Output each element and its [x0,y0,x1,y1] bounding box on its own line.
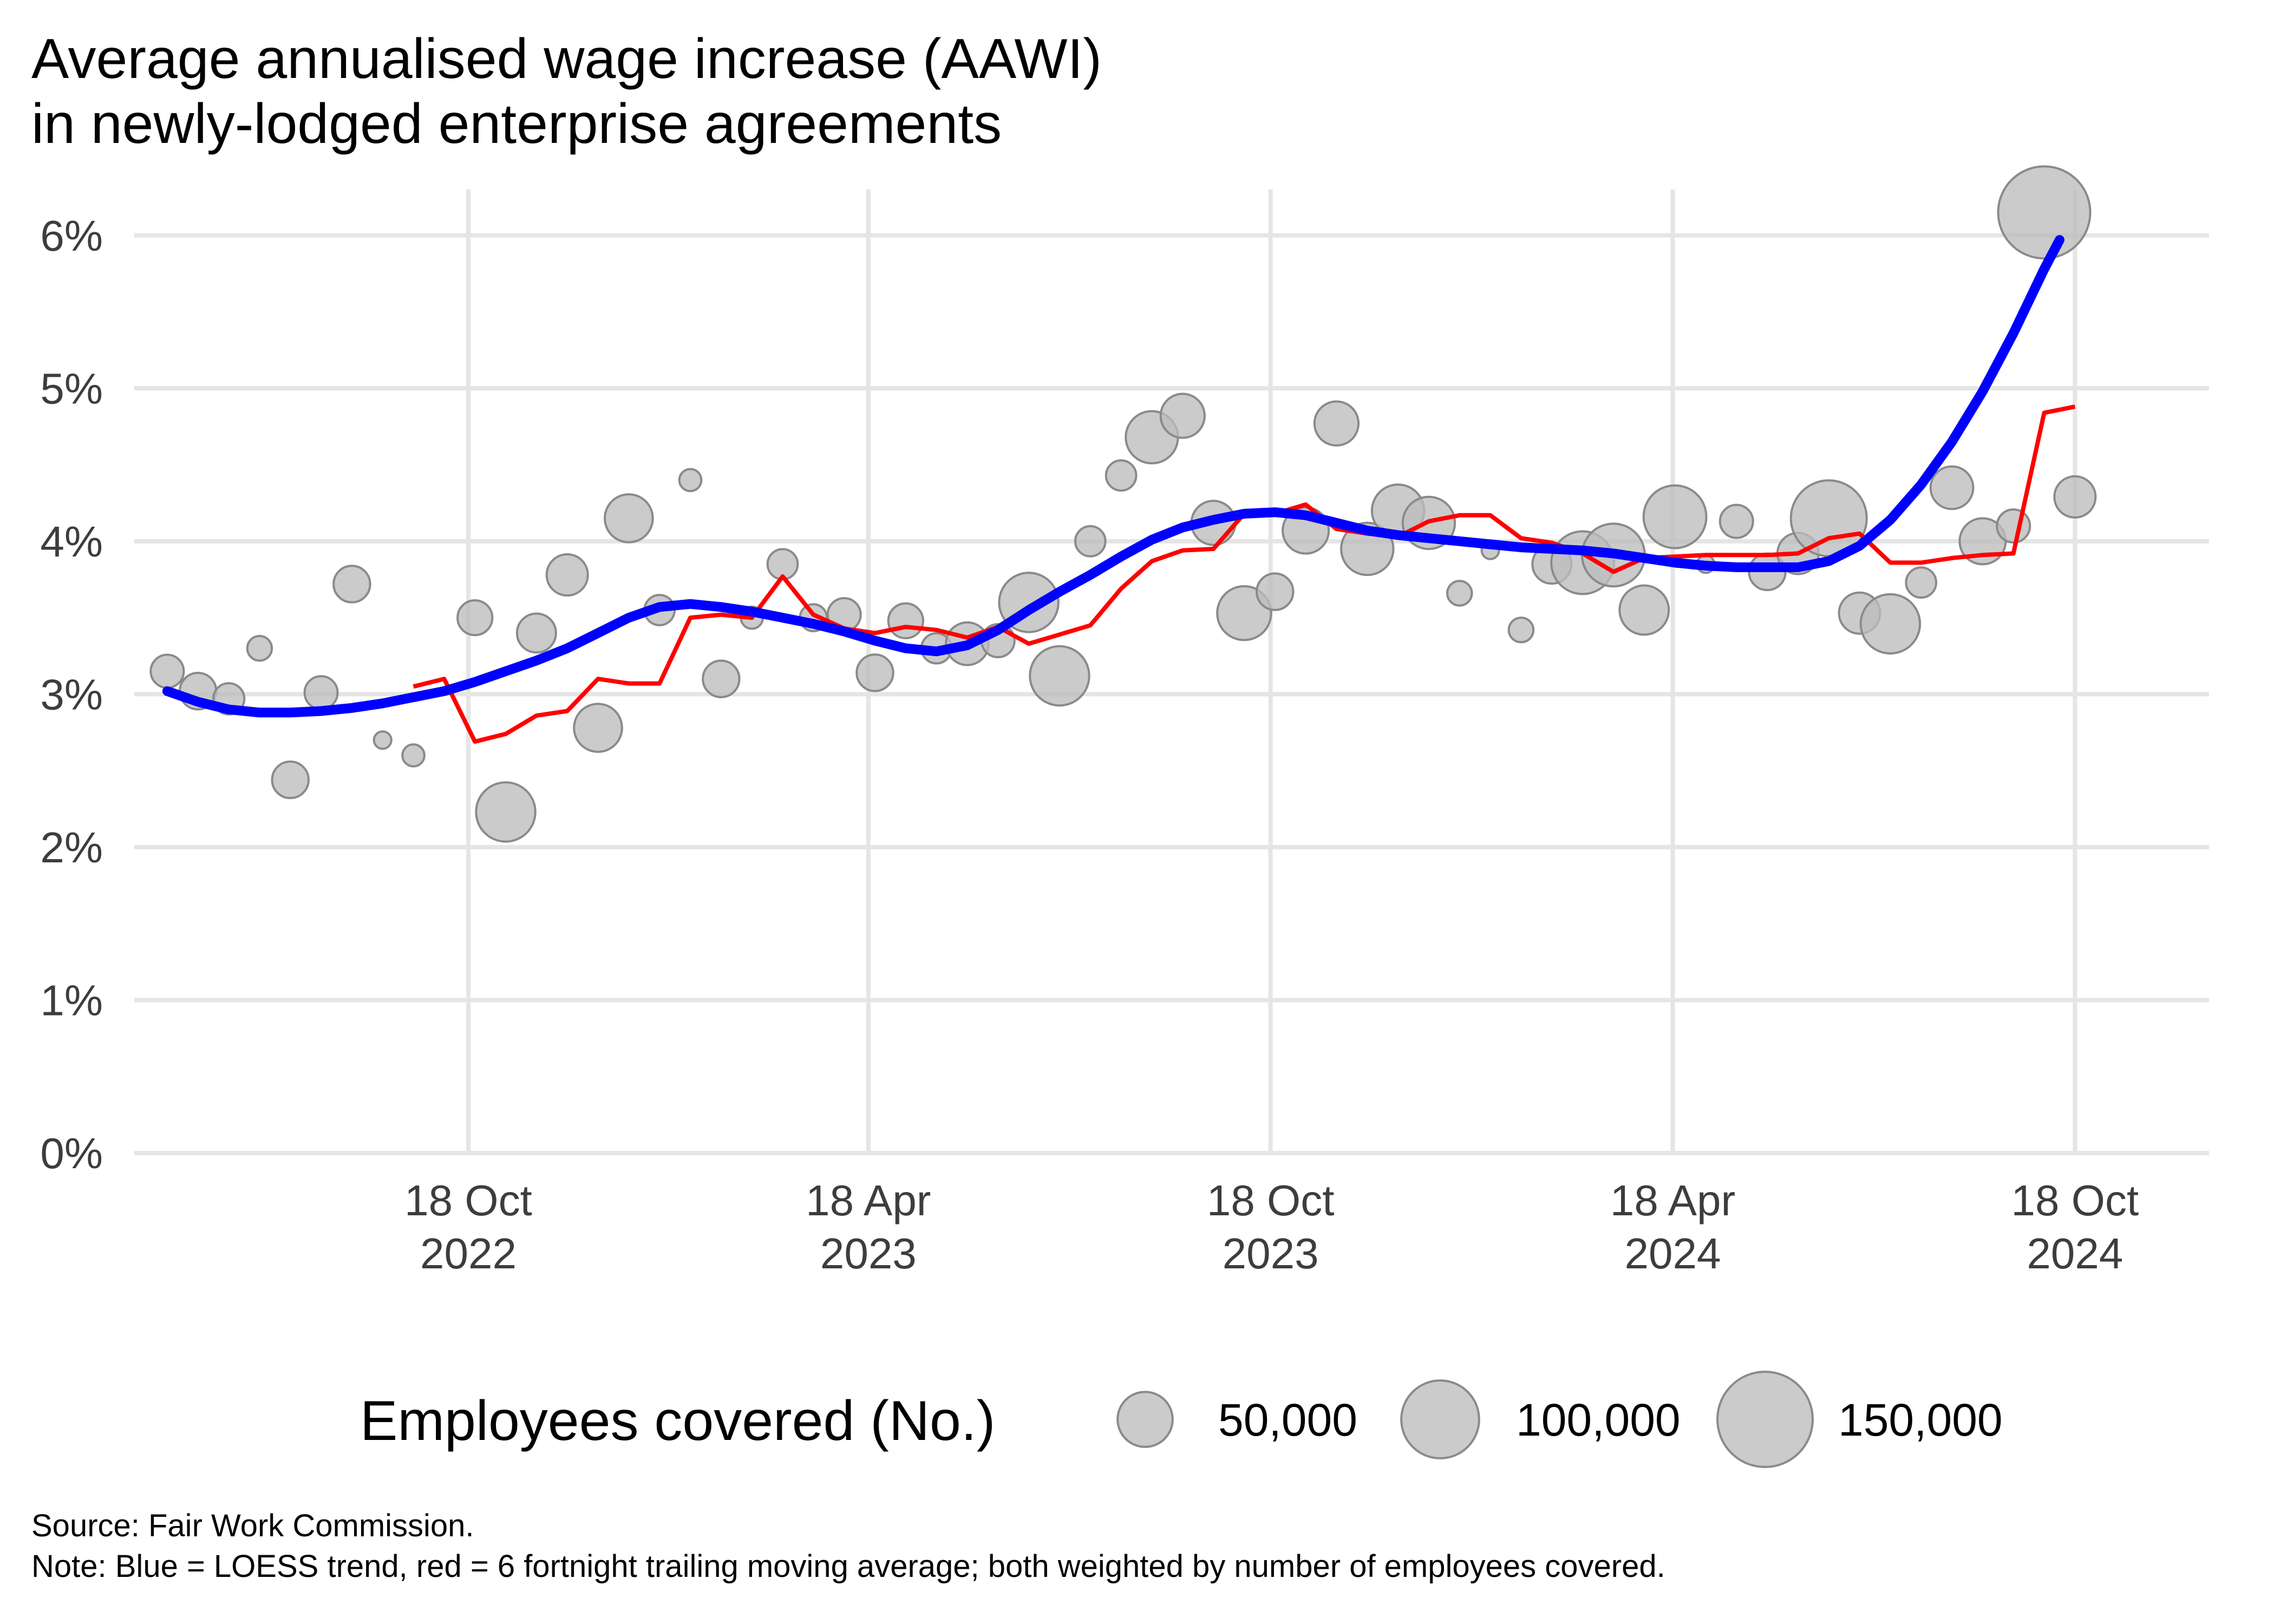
data-point [1446,580,1473,607]
data-point [678,468,703,493]
data-point [1859,593,1922,655]
size-legend: Employees covered (No.) 50,000 100,000 150… [360,1371,2003,1468]
data-point [1618,584,1670,636]
data-point [573,703,623,753]
x-tick-year-label: 2024 [1625,1229,1721,1278]
y-tick-label: 3% [40,670,103,718]
data-point [332,565,371,604]
data-point [1997,165,2092,260]
x-tick-year-label: 2024 [2027,1229,2123,1278]
y-tick-label: 6% [40,212,103,260]
data-point [271,760,310,800]
x-tick-year-label: 2023 [1223,1229,1319,1278]
data-point [545,553,589,597]
chart-note: Note: Blue = LOESS trend, red = 6 fortni… [31,1549,1665,1584]
x-axis-tick-labels: 18 Oct 2022 18 Apr 2023 18 Oct 2023 18 Apr 2024… [404,1176,2139,1278]
data-point [1905,566,1938,599]
legend-key-circle [1400,1379,1480,1459]
data-point [1929,465,1975,510]
x-tick-label: 18 Oct [2011,1176,2139,1224]
x-tick-label: 18 Apr [806,1176,931,1224]
chart-title-line-2: in newly-lodged enterprise agreements [31,93,1002,155]
x-tick-label: 18 Oct [404,1176,532,1224]
legend-key-label: 50,000 [1218,1394,1357,1445]
moving-average-line [413,404,2076,744]
y-tick-label: 5% [40,364,103,412]
legend-title: Employees covered (No.) [360,1390,995,1452]
data-point [702,659,741,698]
grid-lines [134,189,2209,1155]
scatter-points [149,165,2097,843]
data-point [1642,484,1708,549]
data-point [1718,503,1754,539]
data-point [515,612,557,654]
x-tick-label: 18 Apr [1610,1176,1735,1224]
data-point [1507,616,1535,644]
data-point [246,634,273,662]
x-tick-year-label: 2022 [420,1229,517,1278]
chart-title-line-1: Average annualised wage increase (AAWI) [31,28,1102,90]
legend-key-label: 150,000 [1838,1394,2003,1445]
data-point [1029,645,1090,707]
data-point [303,675,339,711]
legend-key-circle [1716,1371,1814,1468]
data-point [1074,525,1107,558]
y-axis-tick-labels: 0% 1% 2% 3% 4% 5% 6% [40,212,103,1177]
x-tick-label: 18 Oct [1207,1176,1335,1224]
loess-trend-line [162,235,2064,718]
data-point [887,602,924,639]
data-point [373,730,393,750]
legend-key-circle [1116,1391,1174,1448]
data-point [2053,475,2097,519]
source-note: Source: Fair Work Commission. [31,1508,474,1543]
data-point [1256,572,1295,611]
data-point [475,781,537,843]
data-point [149,653,185,689]
data-point [401,743,426,768]
y-tick-label: 2% [40,823,103,872]
data-point [1159,392,1206,439]
y-tick-label: 1% [40,976,103,1024]
y-tick-label: 0% [40,1129,103,1177]
y-tick-label: 4% [40,518,103,566]
trend-lines [162,235,2076,744]
data-point [1313,400,1360,447]
x-tick-year-label: 2023 [820,1229,917,1278]
data-point [1996,508,2031,544]
data-point [604,493,654,543]
data-point [456,599,494,637]
data-point [1105,459,1138,492]
data-point [855,653,894,692]
legend-key-label: 100,000 [1516,1394,1681,1445]
